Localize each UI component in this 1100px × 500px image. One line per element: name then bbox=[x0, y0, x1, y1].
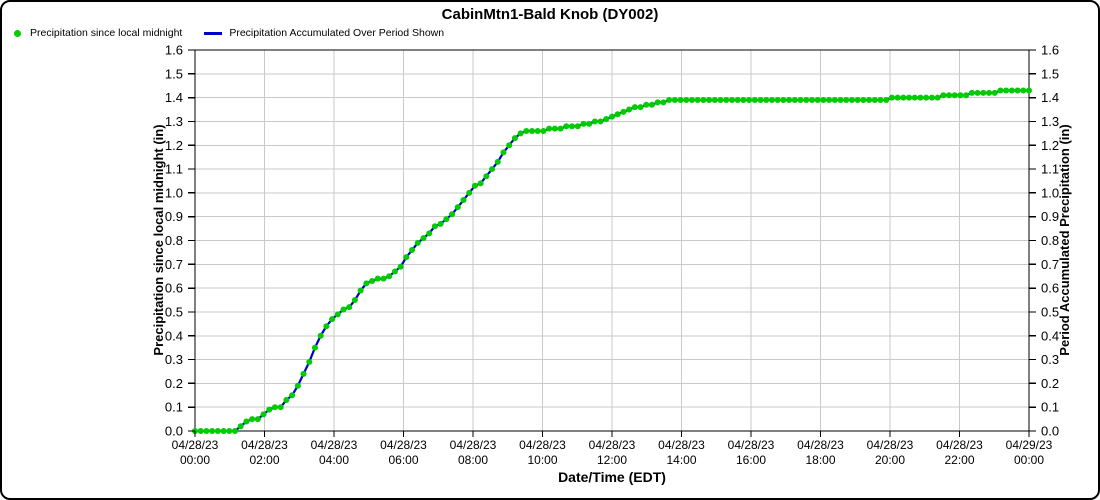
grid-lines bbox=[195, 50, 1029, 431]
svg-text:02:00: 02:00 bbox=[249, 453, 279, 467]
svg-text:0.8: 0.8 bbox=[165, 233, 183, 248]
svg-text:1.3: 1.3 bbox=[165, 114, 183, 129]
svg-text:1.5: 1.5 bbox=[1041, 66, 1059, 81]
axis-ticks bbox=[188, 49, 1036, 437]
svg-text:04/28/23: 04/28/23 bbox=[936, 438, 983, 452]
svg-text:10:00: 10:00 bbox=[527, 453, 557, 467]
legend-item-precip-since-midnight: Precipitation since local midnight bbox=[14, 27, 182, 39]
svg-text:06:00: 06:00 bbox=[388, 453, 418, 467]
svg-text:0.0: 0.0 bbox=[165, 424, 183, 439]
svg-text:0.9: 0.9 bbox=[1041, 209, 1059, 224]
svg-text:0.7: 0.7 bbox=[1041, 257, 1059, 272]
svg-text:0.1: 0.1 bbox=[1041, 400, 1059, 415]
svg-text:04/28/23: 04/28/23 bbox=[797, 438, 844, 452]
svg-text:1.1: 1.1 bbox=[1041, 162, 1059, 177]
svg-text:0.3: 0.3 bbox=[1041, 352, 1059, 367]
svg-text:04/28/23: 04/28/23 bbox=[172, 438, 219, 452]
svg-text:0.2: 0.2 bbox=[1041, 376, 1059, 391]
svg-text:1.4: 1.4 bbox=[165, 90, 183, 105]
svg-text:00:00: 00:00 bbox=[180, 453, 210, 467]
svg-text:1.6: 1.6 bbox=[165, 43, 183, 58]
svg-text:0.3: 0.3 bbox=[165, 352, 183, 367]
svg-text:1.0: 1.0 bbox=[1041, 185, 1059, 200]
svg-text:08:00: 08:00 bbox=[458, 453, 488, 467]
svg-text:04/28/23: 04/28/23 bbox=[311, 438, 358, 452]
svg-text:04/28/23: 04/28/23 bbox=[241, 438, 288, 452]
x-axis-tick-labels: 04/28/2300:0004/28/2302:0004/28/2304:000… bbox=[172, 438, 1053, 467]
y-axis-tick-labels: 0.0 0.0 0.1 0.1 0.2 0.2 0.3 0.3 0.4 0.4 0.5 0.5 0.6 0… bbox=[165, 43, 1059, 439]
svg-text:0.9: 0.9 bbox=[165, 209, 183, 224]
svg-text:04/28/23: 04/28/23 bbox=[380, 438, 427, 452]
legend-dot-icon bbox=[14, 29, 21, 37]
svg-text:04/28/23: 04/28/23 bbox=[519, 438, 566, 452]
svg-text:0.6: 0.6 bbox=[165, 281, 183, 296]
svg-text:0.1: 0.1 bbox=[165, 400, 183, 415]
svg-text:1.3: 1.3 bbox=[1041, 114, 1059, 129]
svg-text:04/28/23: 04/28/23 bbox=[589, 438, 636, 452]
svg-text:0.5: 0.5 bbox=[165, 304, 183, 319]
svg-text:04/29/23: 04/29/23 bbox=[1006, 438, 1053, 452]
svg-text:1.2: 1.2 bbox=[165, 138, 183, 153]
page-title: CabinMtn1-Bald Knob (DY002) bbox=[441, 6, 659, 23]
series-precip-dots bbox=[192, 87, 1032, 434]
svg-text:1.4: 1.4 bbox=[1041, 90, 1059, 105]
svg-text:04/28/23: 04/28/23 bbox=[450, 438, 497, 452]
svg-text:1.2: 1.2 bbox=[1041, 138, 1059, 153]
legend-label-accumulated: Precipitation Accumulated Over Period Sh… bbox=[229, 27, 445, 39]
legend: Precipitation since local midnight Preci… bbox=[14, 27, 444, 39]
svg-text:14:00: 14:00 bbox=[666, 453, 696, 467]
svg-text:04:00: 04:00 bbox=[319, 453, 349, 467]
svg-text:04/28/23: 04/28/23 bbox=[867, 438, 914, 452]
svg-text:04/28/23: 04/28/23 bbox=[728, 438, 775, 452]
svg-text:20:00: 20:00 bbox=[875, 453, 905, 467]
svg-text:12:00: 12:00 bbox=[597, 453, 627, 467]
legend-item-accumulated: Precipitation Accumulated Over Period Sh… bbox=[204, 27, 444, 39]
svg-text:22:00: 22:00 bbox=[944, 453, 974, 467]
svg-text:04/28/23: 04/28/23 bbox=[658, 438, 705, 452]
svg-text:0.4: 0.4 bbox=[165, 328, 183, 343]
svg-text:1.0: 1.0 bbox=[165, 185, 183, 200]
svg-text:1.1: 1.1 bbox=[165, 162, 183, 177]
svg-text:0.5: 0.5 bbox=[1041, 304, 1059, 319]
svg-text:0.0: 0.0 bbox=[1041, 424, 1059, 439]
svg-text:16:00: 16:00 bbox=[736, 453, 766, 467]
svg-text:0.6: 0.6 bbox=[1041, 281, 1059, 296]
svg-text:0.7: 0.7 bbox=[165, 257, 183, 272]
svg-text:0.4: 0.4 bbox=[1041, 328, 1059, 343]
legend-label-precip-since-midnight: Precipitation since local midnight bbox=[30, 27, 183, 39]
svg-text:1.5: 1.5 bbox=[165, 66, 183, 81]
svg-text:0.8: 0.8 bbox=[1041, 233, 1059, 248]
svg-text:1.6: 1.6 bbox=[1041, 43, 1059, 58]
svg-text:0.2: 0.2 bbox=[165, 376, 183, 391]
svg-text:00:00: 00:00 bbox=[1014, 453, 1044, 467]
x-axis-title: Date/Time (EDT) bbox=[558, 469, 666, 485]
legend-line-icon bbox=[204, 31, 223, 35]
svg-text:18:00: 18:00 bbox=[805, 453, 835, 467]
